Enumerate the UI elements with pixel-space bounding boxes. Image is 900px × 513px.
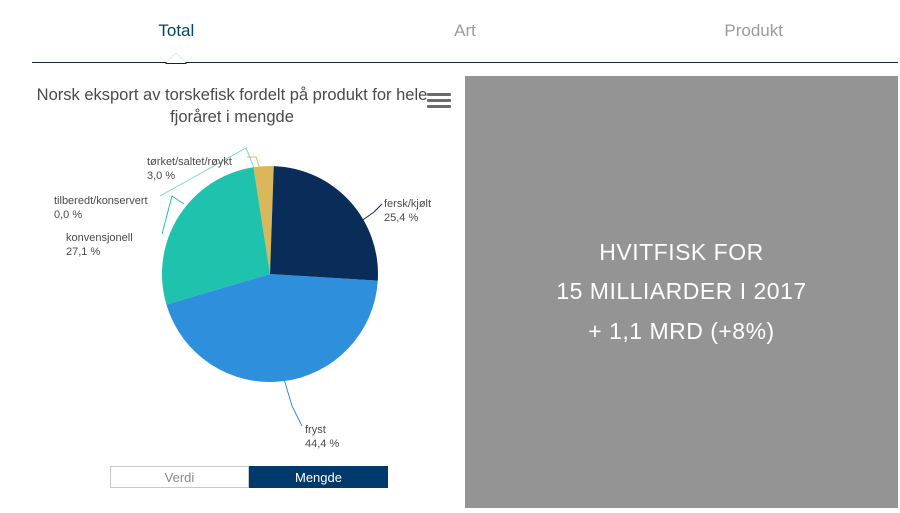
content-area: Norsk eksport av torskefisk fordelt på p… <box>32 76 898 508</box>
tabs: Total Art Produkt <box>32 0 898 63</box>
info-line-1: HVITFISK FOR <box>599 233 763 272</box>
pie-chart <box>162 166 378 382</box>
slice-label: tørket/saltet/røykt3,0 % <box>147 156 232 184</box>
slice-label: fryst44,4 % <box>305 424 339 452</box>
info-panel: HVITFISK FOR 15 MILLIARDER I 2017 + 1,1 … <box>465 76 898 508</box>
info-line-2: 15 MILLIARDER I 2017 <box>556 272 806 311</box>
chart-menu-icon[interactable] <box>427 90 451 110</box>
toggle-mengde[interactable]: Mengde <box>249 466 388 488</box>
value-toggle: Verdi Mengde <box>110 466 388 488</box>
slice-label: tilberedt/konservert0,0 % <box>54 195 148 223</box>
info-line-3: + 1,1 MRD (+8%) <box>588 312 774 351</box>
slice-label: fersk/kjølt25,4 % <box>384 198 431 226</box>
tab-art[interactable]: Art <box>321 0 610 62</box>
chart-title: Norsk eksport av torskefisk fordelt på p… <box>32 84 432 129</box>
slice-label: konvensjonell27,1 % <box>66 232 133 260</box>
toggle-verdi[interactable]: Verdi <box>110 466 249 488</box>
tab-produkt[interactable]: Produkt <box>609 0 898 62</box>
chart-panel: Norsk eksport av torskefisk fordelt på p… <box>32 76 465 508</box>
active-tab-indicator <box>166 53 186 63</box>
pie-slice-fersk-kj-lt[interactable] <box>270 166 378 281</box>
